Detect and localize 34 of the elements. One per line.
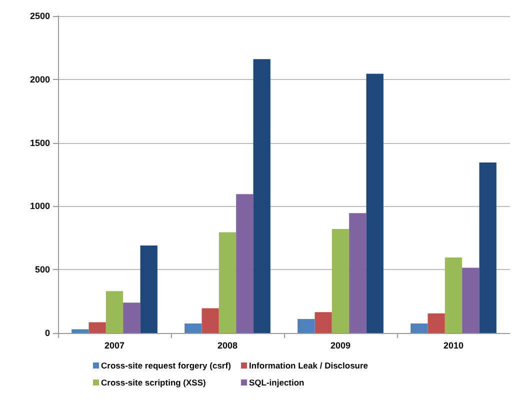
bar — [218, 232, 236, 333]
bar — [88, 322, 106, 333]
bar — [253, 59, 270, 333]
bar — [202, 308, 219, 333]
bar — [106, 291, 124, 333]
y-tick-label: 0 — [44, 328, 50, 338]
legend-label: Cross-site scripting (XSS) — [101, 378, 206, 388]
bar — [366, 74, 384, 333]
y-tick-label: 500 — [34, 264, 50, 275]
bar — [444, 258, 462, 333]
bar — [236, 194, 254, 333]
bar — [410, 323, 428, 333]
legend-label: Information Leak / Disclosure — [249, 360, 368, 370]
bar — [123, 302, 140, 333]
bar — [428, 313, 445, 333]
bar — [314, 312, 332, 333]
x-tick-label: 2008 — [217, 340, 238, 350]
y-tick-label: 2500 — [30, 11, 50, 21]
y-tick-label: 1500 — [30, 138, 50, 148]
x-tick-label: 2007 — [104, 340, 125, 350]
legend-label: SQL-injection — [249, 378, 304, 388]
bar — [349, 213, 366, 333]
bar — [479, 162, 496, 333]
bar — [462, 268, 480, 333]
bar — [72, 329, 89, 333]
y-tick-label: 2000 — [30, 74, 50, 84]
bar — [298, 319, 315, 333]
bar — [332, 229, 350, 333]
y-tick-label: 1000 — [30, 201, 50, 212]
x-tick-label: 2010 — [443, 340, 464, 350]
bar — [140, 246, 158, 333]
legend-label: Cross-site request forgery (csrf) — [101, 360, 232, 370]
x-tick-label: 2009 — [330, 340, 351, 350]
bar — [184, 323, 202, 333]
